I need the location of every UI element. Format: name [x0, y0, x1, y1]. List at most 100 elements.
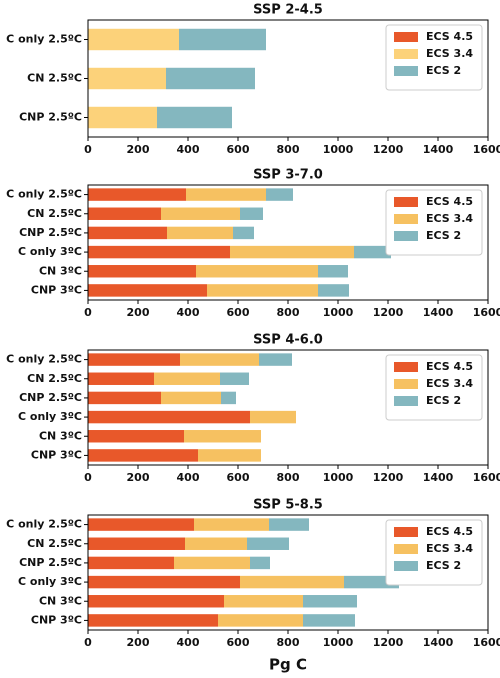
- bar-segment: [88, 372, 154, 385]
- panel-title: SSP 3-7.0: [253, 168, 323, 183]
- legend-label: ECS 4.5: [426, 525, 473, 538]
- bar-segment: [179, 28, 266, 51]
- legend-swatch: [394, 49, 418, 59]
- x-tick-label: 200: [127, 636, 150, 649]
- x-tick-label: 200: [127, 306, 150, 319]
- panel-title: SSP 5-8.5: [253, 498, 323, 513]
- y-tick-label: CN 3ºC: [39, 429, 82, 442]
- y-tick-label: CN 2.5ºC: [27, 537, 82, 550]
- x-tick-label: 1600: [473, 471, 500, 484]
- y-tick-label: CNP 3ºC: [31, 613, 82, 626]
- y-tick-label: C only 2.5ºC: [6, 33, 82, 46]
- x-tick-label: 1400: [423, 471, 454, 484]
- legend-swatch: [394, 527, 418, 537]
- bar-segment: [88, 449, 198, 462]
- bar-segment: [221, 391, 236, 405]
- y-tick-label: CNP 2.5ºC: [19, 391, 82, 404]
- bar-segment: [174, 556, 250, 570]
- legend-swatch: [394, 214, 418, 224]
- legend-label: ECS 2: [426, 64, 461, 77]
- x-tick-label: 400: [177, 636, 200, 649]
- x-tick-label: 800: [277, 306, 300, 319]
- x-tick-label: 600: [227, 143, 250, 156]
- bar-segment: [196, 265, 318, 278]
- x-tick-label: 400: [177, 306, 200, 319]
- bar-segment: [218, 614, 303, 627]
- y-tick-label: CNP 3ºC: [31, 448, 82, 461]
- bar-segment: [88, 106, 157, 129]
- bar-segment: [303, 595, 357, 608]
- y-tick-label: C only 2.5ºC: [6, 188, 82, 201]
- bar-segment: [259, 353, 292, 366]
- x-axis-label: Pg C: [269, 656, 307, 674]
- bar-segment: [354, 245, 391, 259]
- plot-frame: [87, 349, 489, 466]
- bar-segment: [88, 537, 185, 550]
- bar-segment: [240, 207, 263, 220]
- bar-segment: [88, 614, 218, 627]
- x-tick-label: 1000: [323, 143, 354, 156]
- bar-segment: [88, 245, 230, 259]
- legend-label: ECS 2: [426, 229, 461, 242]
- y-tick-label: CN 3ºC: [39, 264, 82, 277]
- x-tick-label: 1400: [423, 306, 454, 319]
- legend-label: ECS 4.5: [426, 195, 473, 208]
- legend-swatch: [394, 197, 418, 207]
- x-tick-label: 1200: [373, 143, 404, 156]
- bar-segment: [250, 410, 296, 424]
- bar-segment: [157, 106, 232, 129]
- x-tick-label: 1400: [423, 636, 454, 649]
- bar-segment: [220, 372, 249, 385]
- bar-segment: [88, 353, 180, 366]
- y-tick-label: CNP 3ºC: [31, 283, 82, 296]
- bar-segment: [318, 284, 349, 297]
- x-tick-label: 0: [84, 306, 92, 319]
- x-tick-label: 1200: [373, 306, 404, 319]
- x-tick-label: 0: [84, 471, 92, 484]
- bar-segment: [303, 614, 355, 627]
- x-tick-label: 800: [277, 471, 300, 484]
- x-tick-label: 800: [277, 636, 300, 649]
- x-tick-label: 1400: [423, 143, 454, 156]
- y-tick-label: CNP 2.5ºC: [19, 556, 82, 569]
- bar-segment: [88, 556, 174, 570]
- x-tick-label: 200: [127, 143, 150, 156]
- legend-label: ECS 3.4: [426, 47, 473, 60]
- legend-swatch: [394, 362, 418, 372]
- bar-segment: [88, 391, 161, 405]
- x-tick-label: 400: [177, 471, 200, 484]
- legend-label: ECS 3.4: [426, 212, 473, 225]
- plot-frame: [87, 19, 489, 138]
- legend-swatch: [394, 561, 418, 571]
- y-tick-label: C only 3ºC: [18, 575, 82, 588]
- bar-segment: [269, 518, 309, 531]
- x-tick-label: 1600: [473, 636, 500, 649]
- y-tick-label: CN 2.5ºC: [27, 372, 82, 385]
- bar-segment: [240, 575, 344, 589]
- bar-segment: [88, 430, 184, 443]
- y-tick-label: CNP 2.5ºC: [19, 226, 82, 239]
- bar-segment: [250, 556, 270, 570]
- panel-title: SSP 2-4.5: [253, 3, 323, 18]
- x-tick-label: 1000: [323, 471, 354, 484]
- bar-segment: [88, 265, 196, 278]
- bar-segment: [194, 518, 269, 531]
- bar-segment: [161, 391, 221, 405]
- x-tick-label: 1000: [323, 306, 354, 319]
- plot-frame: [87, 514, 489, 631]
- legend-swatch: [394, 231, 418, 241]
- y-tick-label: C only 3ºC: [18, 410, 82, 423]
- x-tick-label: 600: [227, 471, 250, 484]
- bar-segment: [88, 595, 224, 608]
- x-tick-label: 1000: [323, 636, 354, 649]
- y-tick-label: CN 2.5ºC: [27, 72, 82, 85]
- bar-segment: [88, 67, 166, 90]
- legend-swatch: [394, 544, 418, 554]
- bar-segment: [167, 226, 233, 240]
- bar-segment: [88, 188, 186, 201]
- x-tick-label: 1200: [373, 636, 404, 649]
- y-tick-label: C only 3ºC: [18, 245, 82, 258]
- bar-segment: [88, 226, 167, 240]
- y-tick-label: CNP 2.5ºC: [19, 111, 82, 124]
